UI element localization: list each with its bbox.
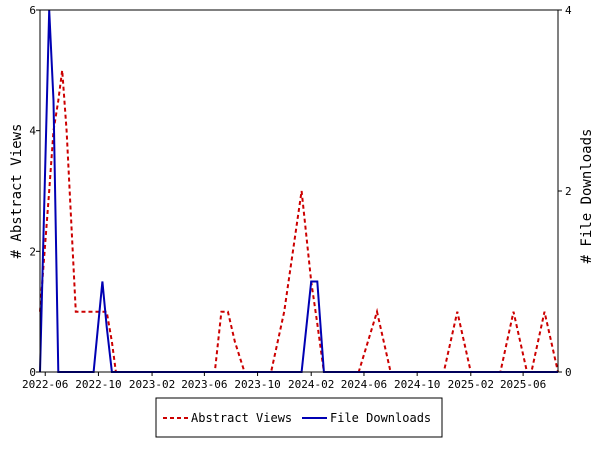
x-tick-label: 2024-06: [341, 378, 387, 391]
y2-tick-label: 4: [565, 4, 572, 17]
x-tick-label: 2025-02: [448, 378, 494, 391]
x-tick-label: 2024-10: [394, 378, 440, 391]
x-tick-label: 2023-06: [181, 378, 227, 391]
y2-axis-title: # File Downloads: [579, 129, 595, 264]
x-tick-label: 2025-06: [500, 378, 546, 391]
x-tick-label: 2024-02: [288, 378, 334, 391]
y-tick-label: 6: [29, 4, 36, 17]
legend-label-file-downloads: File Downloads: [330, 411, 431, 425]
y2-tick-label: 2: [565, 185, 572, 198]
legend-label-abstract-views: Abstract Views: [191, 411, 292, 425]
y-tick-label: 2: [29, 245, 36, 258]
x-tick-label: 2023-02: [129, 378, 175, 391]
x-tick-label: 2022-06: [22, 378, 68, 391]
y-tick-label: 0: [29, 366, 36, 379]
axes: 0 2 4 6 0 2 4 2022-06 2022-10 2023-02 2023-06 2023-…: [22, 4, 572, 391]
legend: Abstract Views File Downloads: [155, 397, 443, 438]
plot-area: [39, 9, 559, 373]
y-axis-title: # Abstract Views: [9, 124, 25, 259]
x-tick-label: 2022-10: [75, 378, 121, 391]
legend-box: [155, 397, 443, 438]
plot-background: [40, 10, 558, 372]
y-tick-label: 4: [29, 125, 36, 138]
y2-tick-label: 0: [565, 366, 572, 379]
x-tick-label: 2023-10: [234, 378, 280, 391]
